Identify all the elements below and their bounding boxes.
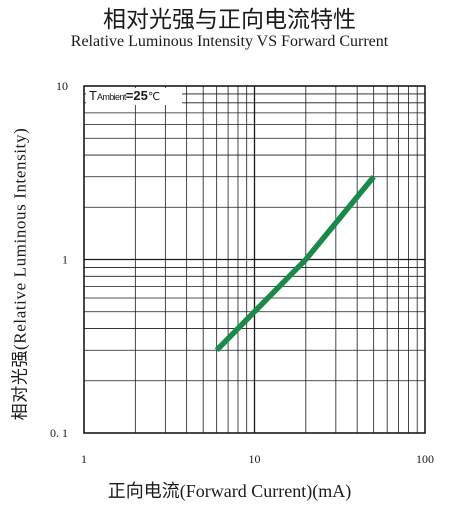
chart-title-chinese: 相对光强与正向电流特性 <box>103 7 356 33</box>
y-tick-label: 1 <box>62 253 68 267</box>
ambient-temperature-annotation: TAmbient=25℃ <box>86 88 182 105</box>
annotation-unit: ℃ <box>148 90 160 103</box>
annotation-symbol: T <box>89 88 97 103</box>
series-layer <box>214 174 376 353</box>
major-grid <box>84 86 425 433</box>
plot-frame <box>83 85 426 434</box>
x-tick-label: 100 <box>416 452 434 466</box>
annotation-value: =25 <box>126 88 148 103</box>
annotation-text: TAmbient=25℃ <box>89 88 160 103</box>
x-axis-label: 正向电流(Forward Current)(mA) <box>107 481 352 501</box>
y-tick-label: 10 <box>56 79 68 93</box>
x-tick-label: 10 <box>249 452 261 466</box>
chart-title-english: Relative Luminous Intensity VS Forward C… <box>70 33 389 50</box>
annotation-background <box>86 88 182 105</box>
annotation-subscript: Ambient <box>97 92 127 102</box>
x-tick-label: 1 <box>81 452 87 466</box>
x-tick-labels: 1 10 100 <box>81 452 434 466</box>
y-tick-label: 0. 1 <box>50 426 68 440</box>
series-line <box>214 174 376 353</box>
y-tick-labels: 0. 1 1 10 <box>50 79 68 440</box>
